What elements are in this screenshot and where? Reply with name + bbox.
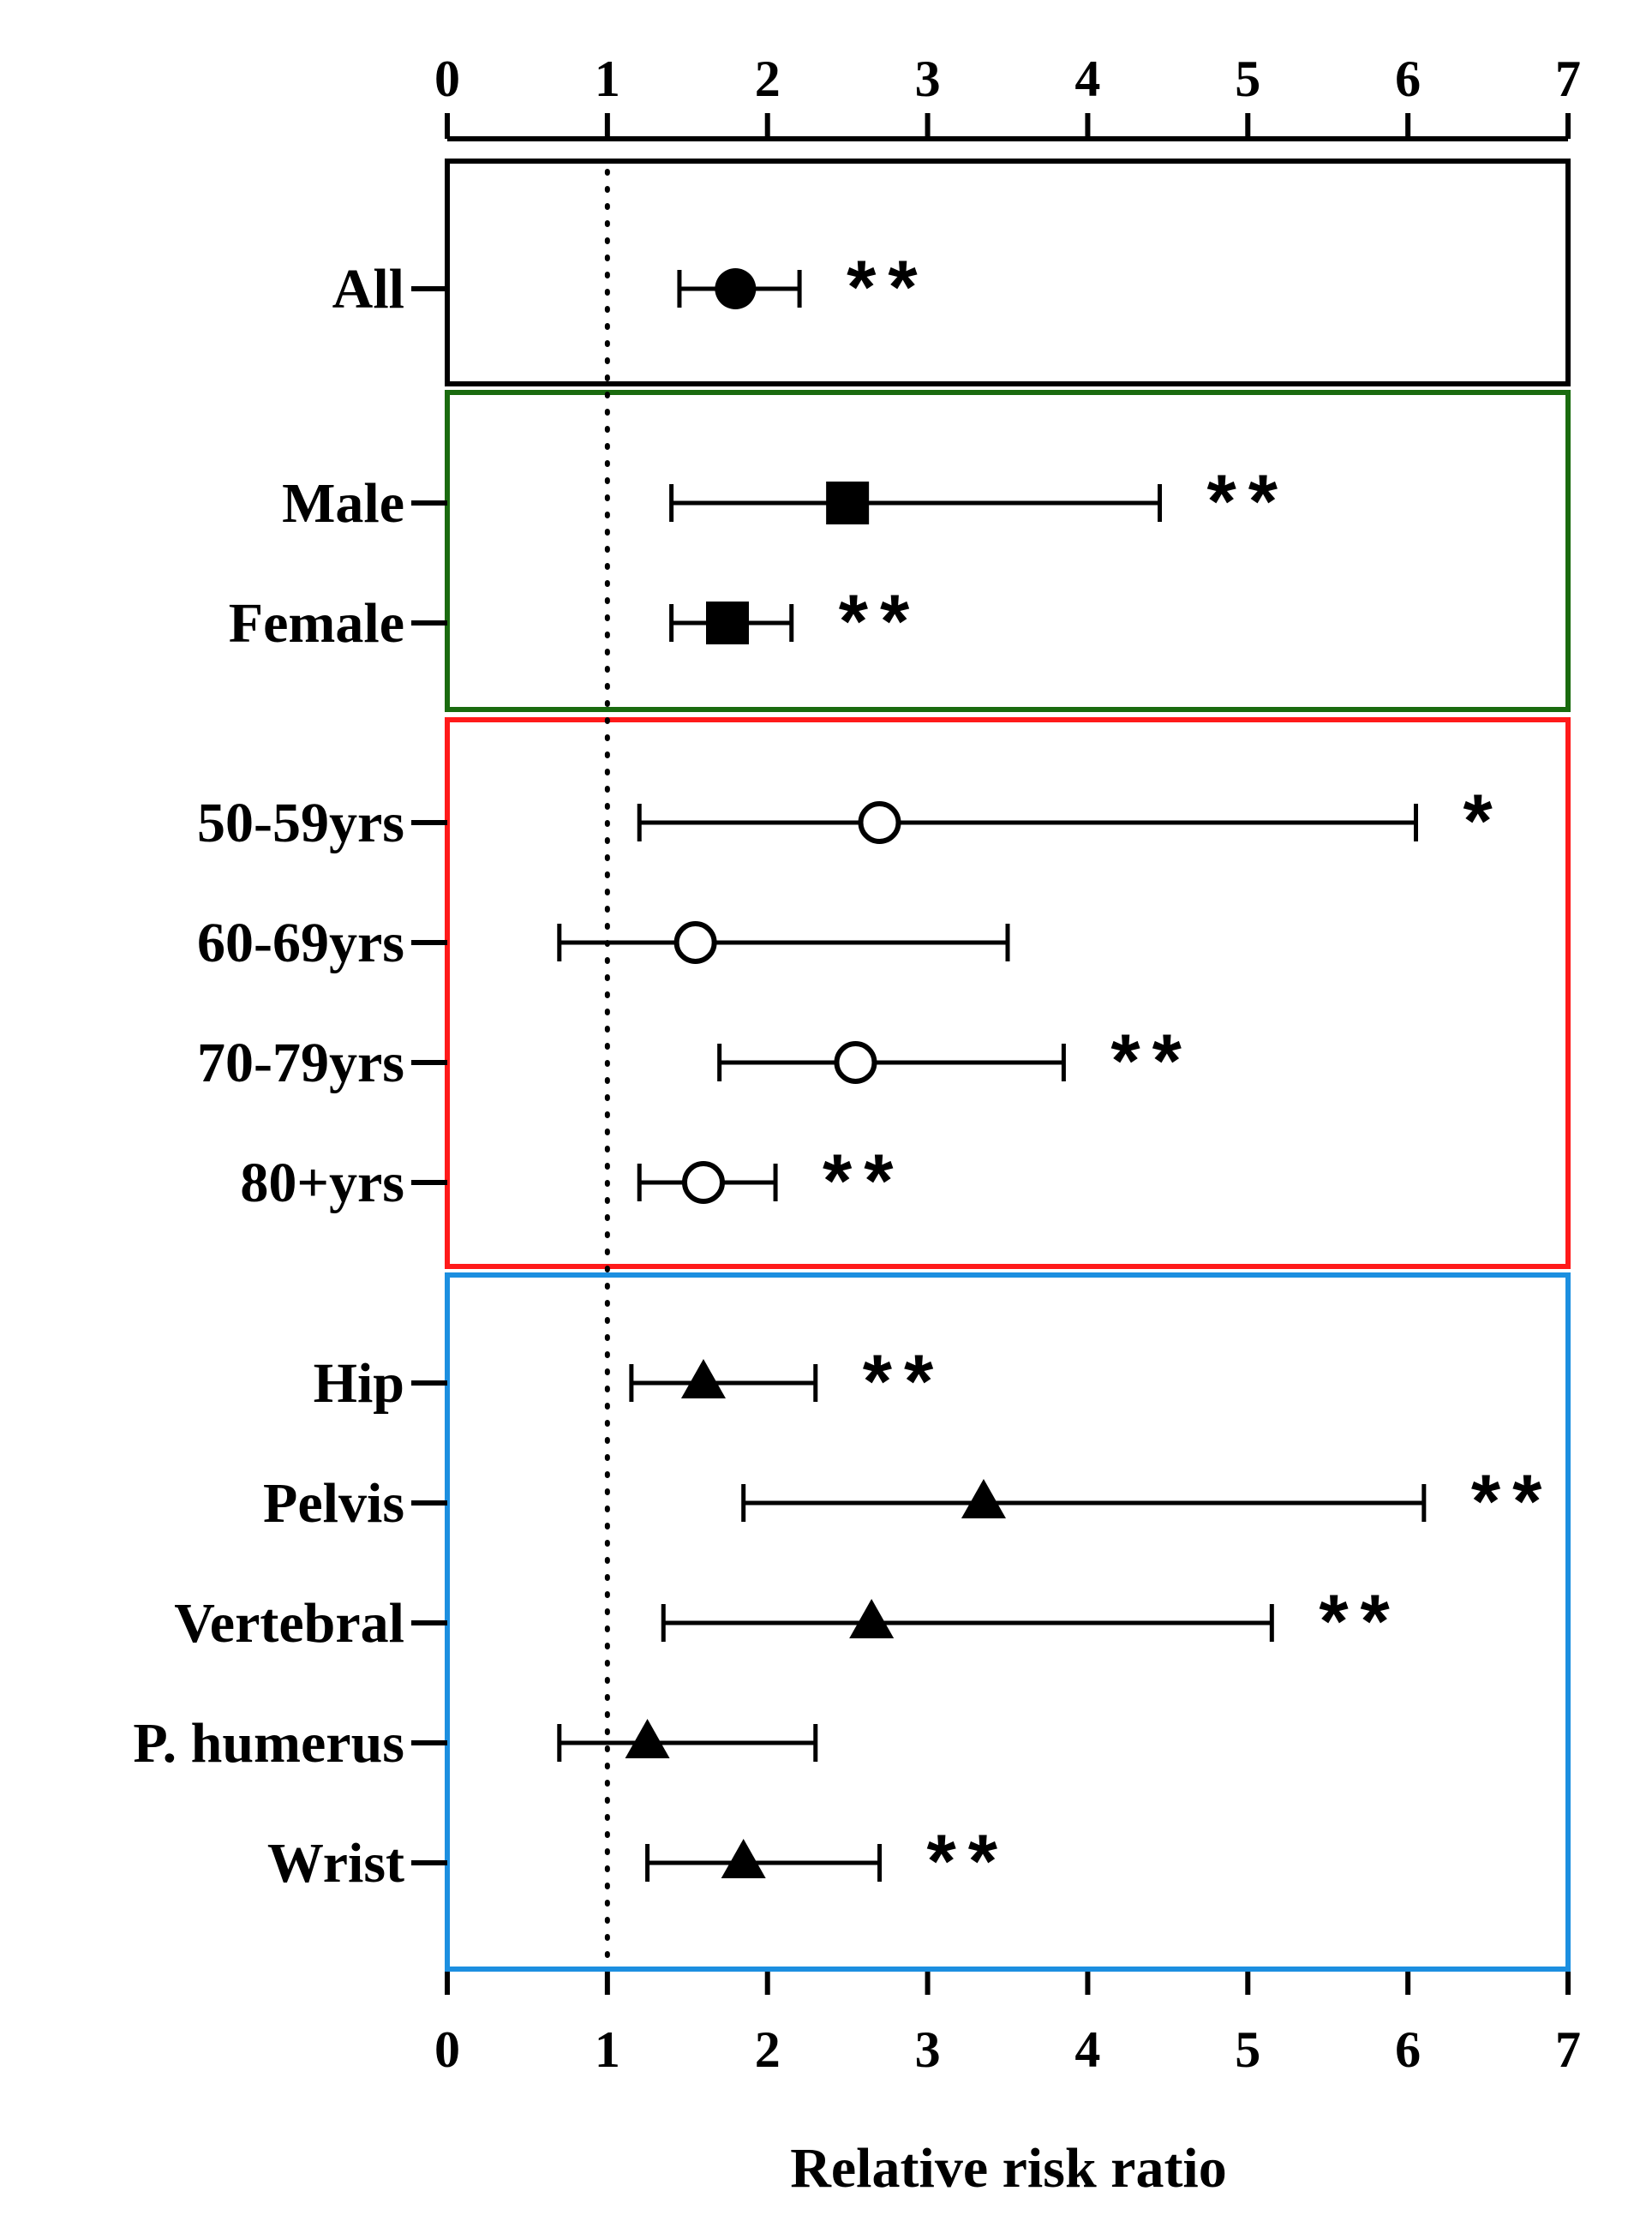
row-label: Male: [282, 472, 404, 535]
estimate-marker: [680, 1359, 726, 1398]
row-label: P. humerus: [133, 1712, 404, 1775]
bottom-tick-label-2: 2: [755, 2021, 781, 2078]
significance-label: **: [1471, 1458, 1554, 1543]
bottom-tick-label-7: 7: [1555, 2021, 1581, 2078]
significance-label: **: [1319, 1578, 1402, 1663]
top-tick-label-1: 1: [595, 51, 620, 107]
panel-sex: [445, 390, 1571, 712]
significance-label: *: [1463, 778, 1504, 863]
row-label: All: [332, 258, 404, 320]
bottom-tick-label-3: 3: [915, 2021, 941, 2078]
row-label: 60-69yrs: [197, 912, 404, 974]
row-label: Pelvis: [263, 1472, 404, 1535]
bottom-tick-label-5: 5: [1235, 2021, 1260, 2078]
estimate-marker: [715, 268, 757, 309]
panel-age: [445, 717, 1571, 1269]
row-label: 70-79yrs: [197, 1032, 404, 1094]
x-axis-title: Relative risk ratio: [790, 2137, 1227, 2200]
estimate-marker: [826, 482, 870, 524]
row-hip: Hip **: [314, 1338, 946, 1423]
row-p-humerus: P. humerus: [133, 1712, 818, 1775]
significance-label: **: [847, 244, 930, 329]
bottom-x-axis: 0 1 2 3 4 5 6 7: [434, 1967, 1581, 2078]
top-tick-label-4: 4: [1074, 51, 1100, 107]
estimate-marker: [673, 921, 717, 964]
row-female: Female **: [229, 578, 922, 663]
estimate-marker: [858, 801, 901, 844]
top-tick-label-7: 7: [1555, 51, 1581, 107]
significance-label: **: [1207, 458, 1290, 543]
estimate-marker: [849, 1599, 895, 1638]
significance-label: **: [823, 1138, 906, 1223]
row-60-69yrs: 60-69yrs: [197, 912, 1010, 974]
estimate-marker: [961, 1479, 1006, 1518]
top-x-axis: 0 1 2 3 4 5 6 7: [434, 51, 1581, 141]
estimate-marker: [721, 1839, 766, 1878]
row-pelvis: Pelvis **: [263, 1458, 1554, 1543]
bottom-tick-label-1: 1: [595, 2021, 620, 2078]
row-vertebral: Vertebral **: [174, 1578, 1402, 1663]
estimate-marker: [681, 1161, 725, 1204]
top-tick-label-3: 3: [915, 51, 941, 107]
row-70-79yrs: 70-79yrs **: [197, 1018, 1194, 1103]
estimate-marker: [625, 1719, 670, 1758]
row-male: Male **: [282, 458, 1290, 543]
bottom-tick-label-6: 6: [1395, 2021, 1421, 2078]
top-tick-label-6: 6: [1395, 51, 1421, 107]
row-label: Hip: [314, 1352, 404, 1415]
significance-label: **: [927, 1818, 1010, 1903]
bottom-tick-label-4: 4: [1074, 2021, 1100, 2078]
bottom-tick-label-0: 0: [434, 2021, 460, 2078]
row-80-yrs: 80+yrs **: [240, 1138, 906, 1223]
estimate-marker: [706, 602, 749, 644]
row-label: 80+yrs: [240, 1152, 404, 1214]
significance-label: **: [1110, 1018, 1194, 1103]
panel-overall: [445, 159, 1571, 386]
row-label: Vertebral: [174, 1592, 404, 1655]
row-label: Wrist: [267, 1832, 404, 1895]
row-label: 50-59yrs: [197, 792, 404, 854]
row-wrist: Wrist **: [267, 1818, 1010, 1903]
forest-rows: All ** Male ** Female ** 50-59yrs * 60-69yrs 70-7…: [133, 244, 1554, 1903]
significance-label: **: [839, 578, 922, 663]
row-label: Female: [229, 592, 404, 655]
significance-label: **: [863, 1338, 946, 1423]
top-tick-label-0: 0: [434, 51, 460, 107]
row-all: All **: [332, 244, 930, 329]
top-tick-label-5: 5: [1235, 51, 1260, 107]
row-50-59yrs: 50-59yrs *: [197, 778, 1504, 863]
group-panels: [445, 159, 1571, 1972]
estimate-marker: [834, 1041, 877, 1084]
top-tick-label-2: 2: [755, 51, 781, 107]
